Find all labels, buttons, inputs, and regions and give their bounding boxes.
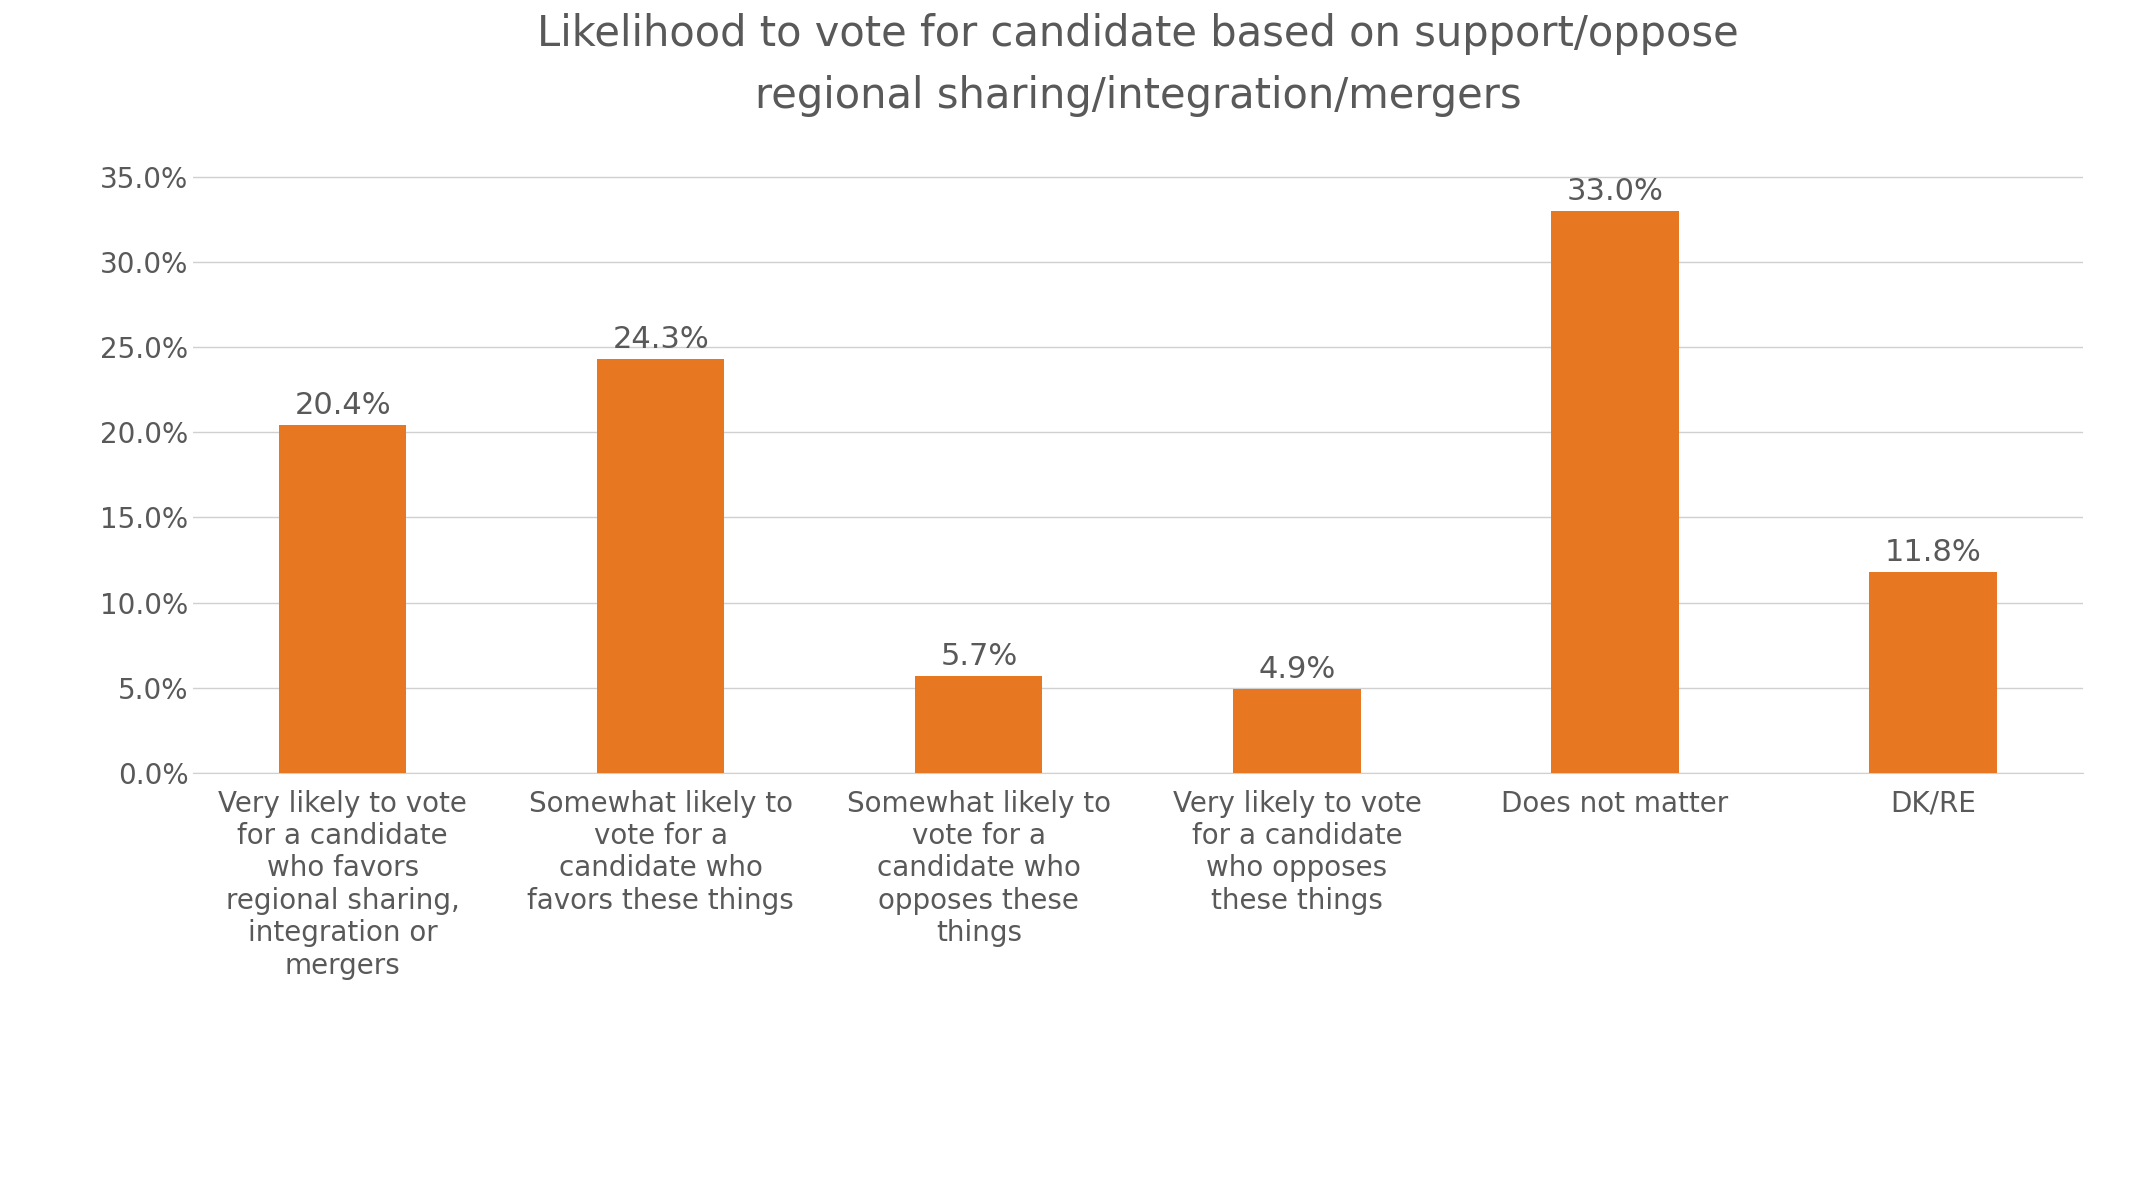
Bar <box>1870 572 1997 773</box>
Text: 4.9%: 4.9% <box>1258 655 1335 685</box>
Text: 24.3%: 24.3% <box>612 325 709 354</box>
Bar <box>1552 210 1679 773</box>
Bar <box>915 675 1043 773</box>
Text: 11.8%: 11.8% <box>1885 537 1982 567</box>
Bar <box>1232 690 1361 773</box>
Text: 33.0%: 33.0% <box>1567 177 1664 206</box>
Title: Likelihood to vote for candidate based on support/oppose
regional sharing/integr: Likelihood to vote for candidate based o… <box>537 13 1739 117</box>
Bar <box>597 359 724 773</box>
Bar <box>279 426 406 773</box>
Text: 20.4%: 20.4% <box>294 391 391 420</box>
Text: 5.7%: 5.7% <box>940 642 1018 671</box>
